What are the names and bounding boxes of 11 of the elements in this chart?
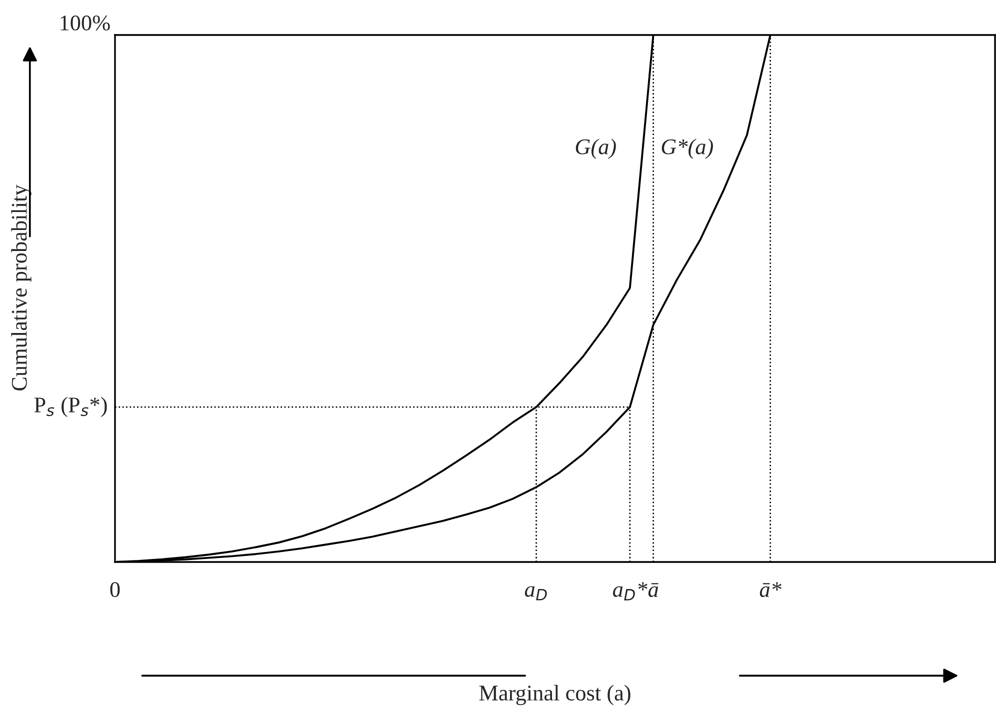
annotation: P$_{s}$ (P$_{s}$*) — [34, 396, 107, 417]
annotation: G*(a) — [662, 138, 713, 159]
x-axis-title: Marginal cost (a) — [479, 684, 630, 706]
annotation: G(a) — [576, 138, 616, 159]
x-tick-label: 0 — [110, 582, 120, 598]
x-tick-label: a$_{D}$* — [613, 582, 648, 600]
x-tick-label: ā — [648, 583, 658, 598]
x-tick-label: ā* — [760, 582, 782, 598]
x-tick-label: a$_{D}$ — [524, 586, 547, 600]
y-axis-title: Cumulative probability — [11, 184, 32, 390]
text: 100% — [60, 15, 110, 31]
